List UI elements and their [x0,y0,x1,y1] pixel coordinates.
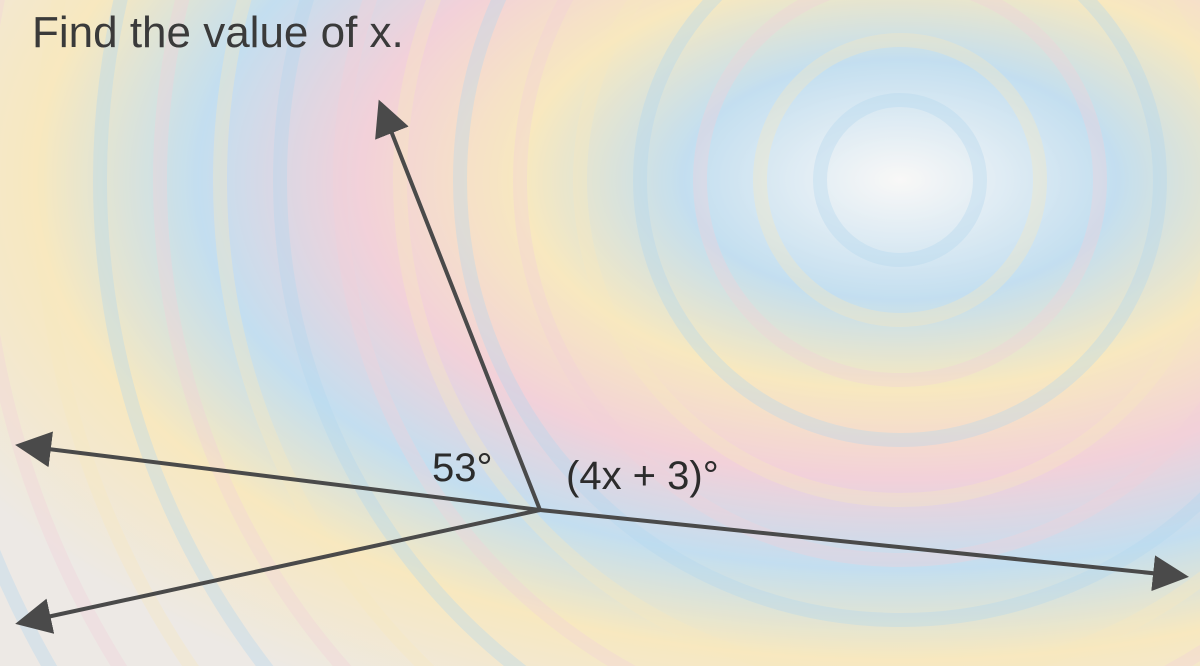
ray-right [540,510,1180,576]
ray-left-lower [24,510,540,622]
angle-rays [0,0,1200,666]
diagram-canvas: Find the value of x. 53° (4x + 3)° [0,0,1200,666]
angle-label-53: 53° [432,446,493,491]
angle-label-4x-plus-3: (4x + 3)° [566,454,719,499]
